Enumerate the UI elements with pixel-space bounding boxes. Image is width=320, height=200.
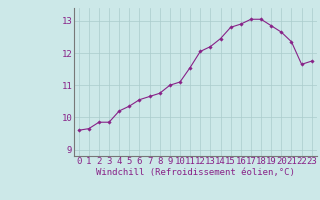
X-axis label: Windchill (Refroidissement éolien,°C): Windchill (Refroidissement éolien,°C)	[96, 168, 295, 177]
